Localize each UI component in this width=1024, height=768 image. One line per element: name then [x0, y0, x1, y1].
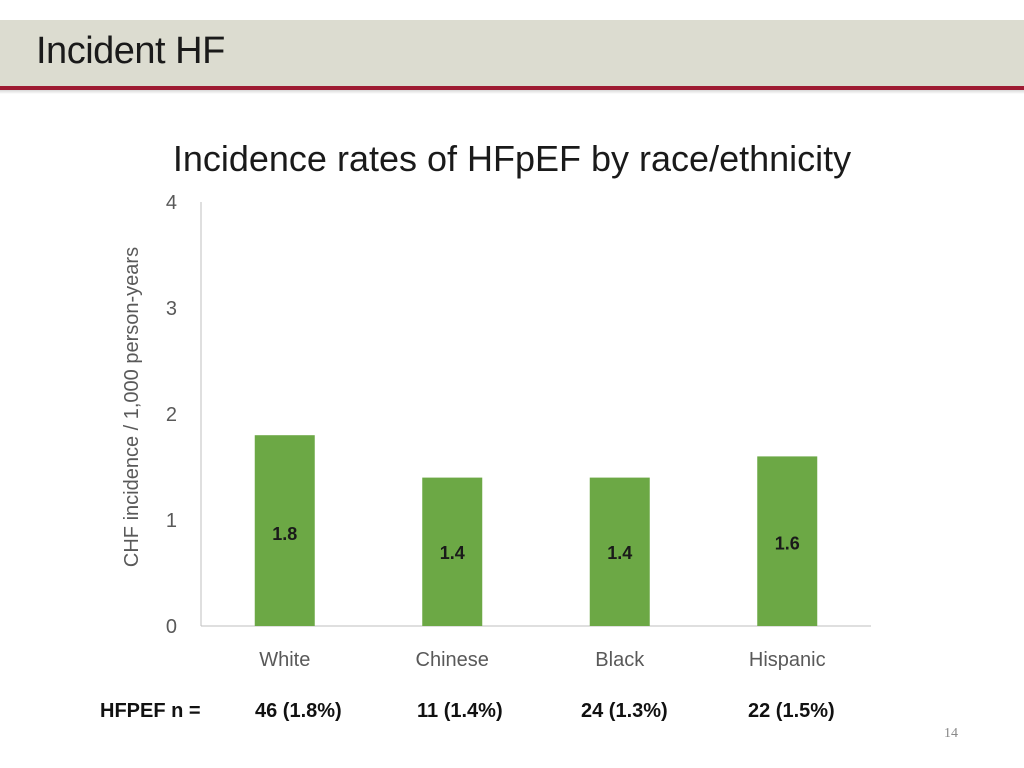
- page-number: 14: [944, 726, 958, 741]
- hfpef-n-white: 46 (1.8%): [255, 700, 342, 722]
- bar-chart: Incidence rates of HFpEF by race/ethnici…: [121, 138, 871, 671]
- bar-chinese: [422, 477, 483, 626]
- header-shadow: [0, 90, 1024, 94]
- bar-black: [589, 477, 650, 626]
- y-tick-label: 2: [166, 404, 177, 426]
- x-tick-label: Hispanic: [749, 649, 826, 671]
- y-axis-label: CHF incidence / 1,000 person-years: [121, 247, 143, 567]
- x-tick-label: Black: [595, 649, 645, 671]
- data-label: 1.4: [440, 543, 465, 563]
- hfpef-n-hispanic: 22 (1.5%): [748, 700, 835, 722]
- x-tick-labels: White Chinese Black Hispanic: [259, 649, 825, 671]
- x-tick-label: White: [259, 649, 310, 671]
- bars: 1.8 1.4 1.4 1.6: [254, 435, 818, 626]
- slide-title: Incident HF: [36, 30, 225, 72]
- data-label: 1.6: [775, 534, 800, 554]
- hfpef-n-black: 24 (1.3%): [581, 700, 668, 722]
- bar-white: [254, 435, 315, 626]
- header-rule: [0, 86, 1024, 90]
- data-label: 1.8: [272, 524, 297, 544]
- y-tick-label: 3: [166, 298, 177, 320]
- y-tick-label: 0: [166, 616, 177, 638]
- y-tick-labels: 0 1 2 3 4: [166, 192, 177, 638]
- x-tick-label: Chinese: [416, 649, 489, 671]
- y-tick-label: 4: [166, 192, 177, 214]
- y-tick-label: 1: [166, 510, 177, 532]
- header-band: [0, 20, 1024, 86]
- bar-hispanic: [757, 456, 818, 626]
- data-label: 1.4: [607, 543, 632, 563]
- hfpef-n-row-label: HFPEF n =: [100, 700, 201, 722]
- chart-title: Incidence rates of HFpEF by race/ethnici…: [173, 138, 851, 179]
- hfpef-n-chinese: 11 (1.4%): [417, 700, 503, 722]
